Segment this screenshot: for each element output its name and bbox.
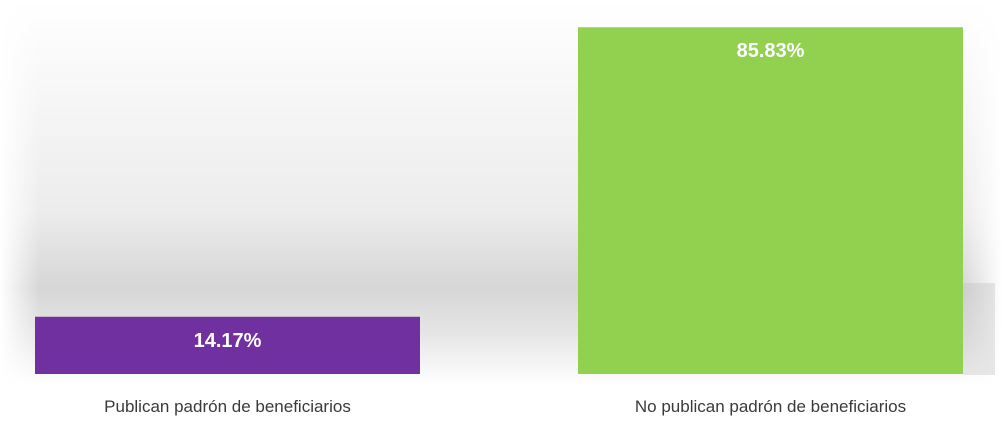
category-labels-layer: Publican padrón de beneficiarios No publi…: [104, 397, 906, 416]
category-label-1: Publican padrón de beneficiarios: [104, 397, 351, 416]
bar-2: [578, 27, 963, 375]
data-label-2: 85.83%: [737, 40, 805, 62]
category-label-2: No publican padrón de beneficiarios: [635, 397, 906, 416]
bar-1: [35, 316, 420, 374]
data-label-1: 14.17%: [194, 330, 262, 352]
bars-layer: [35, 27, 963, 375]
data-labels-layer: 14.17% 85.83%: [194, 40, 805, 352]
